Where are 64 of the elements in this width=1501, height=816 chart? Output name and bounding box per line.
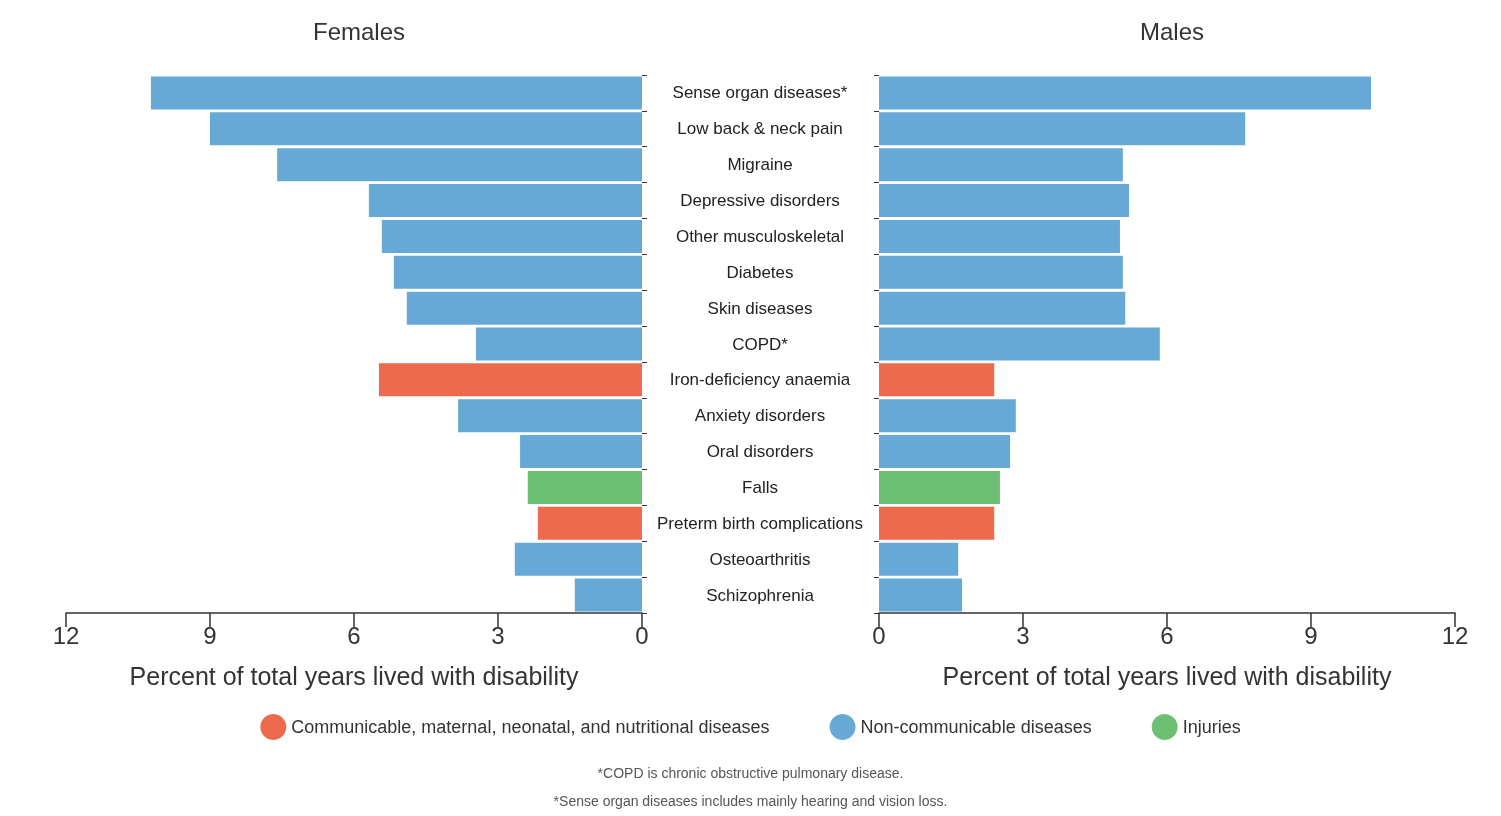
x-tick-label: 12	[52, 621, 80, 649]
bar	[277, 148, 642, 182]
bar	[879, 578, 963, 612]
x-axis-title: Percent of total years lived with disability	[129, 661, 579, 690]
x-tick-label: 9	[203, 621, 217, 649]
bar	[879, 76, 1371, 110]
bar	[458, 399, 642, 433]
bar	[879, 363, 995, 397]
x-tick-label: 9	[1304, 621, 1318, 649]
y-tick-label: Low back & neck pain	[677, 119, 843, 139]
x-tick-label: 6	[347, 621, 361, 649]
y-tick-label: Skin diseases	[707, 298, 813, 318]
bar	[879, 184, 1130, 218]
bar	[879, 435, 1011, 469]
bar	[381, 219, 642, 253]
bar	[879, 291, 1126, 325]
y-tick-label: Schizophrenia	[706, 585, 815, 605]
bar	[879, 327, 1160, 361]
text: *Sense organ diseases includes mainly hearing and vision loss.	[553, 793, 948, 809]
y-tick-label: Osteoarthritis	[709, 549, 811, 569]
y-tick-label: Diabetes	[726, 262, 794, 282]
y-tick-label: Falls	[742, 477, 778, 497]
x-tick-label: 3	[1016, 621, 1030, 649]
chart-title: Males	[1139, 17, 1205, 45]
bar	[537, 506, 642, 540]
y-tick-label: Iron-deficiency anaemia	[669, 370, 851, 390]
bar	[879, 148, 1123, 182]
x-tick-label: 12	[1441, 621, 1469, 649]
bar	[574, 578, 642, 612]
bar	[527, 470, 642, 504]
chart-title: Females	[312, 17, 406, 45]
bar	[378, 363, 642, 397]
x-tick-label: 6	[1160, 621, 1174, 649]
bar	[406, 291, 642, 325]
y-tick-label: COPD*	[732, 334, 789, 354]
bar	[879, 112, 1246, 146]
bar	[520, 435, 642, 469]
text: *COPD is chronic obstructive pulmonary disease.	[597, 765, 904, 781]
bar	[475, 327, 642, 361]
y-tick-label: Depressive disorders	[680, 191, 840, 211]
y-tick-label: Other musculoskeletal	[675, 226, 845, 246]
bar	[879, 542, 959, 576]
bar	[879, 255, 1123, 289]
y-tick-label: Oral disorders	[706, 442, 814, 462]
y-tick-label: Sense organ diseases*	[672, 83, 848, 103]
bar	[879, 470, 1000, 504]
bar	[879, 506, 995, 540]
y-tick-label: Preterm birth complications	[657, 513, 863, 533]
bar	[879, 399, 1016, 433]
x-tick-label: 0	[635, 621, 649, 649]
y-tick-label: Migraine	[727, 155, 793, 175]
bar	[514, 542, 642, 576]
bar	[879, 219, 1120, 253]
x-tick-label: 3	[491, 621, 505, 649]
legend-label: Injuries	[1182, 717, 1241, 737]
x-tick-label: 0	[872, 621, 886, 649]
bar	[210, 112, 642, 146]
bar	[368, 184, 642, 218]
legend-label: Non-communicable diseases	[860, 717, 1092, 737]
y-tick-label: Anxiety disorders	[694, 406, 826, 426]
x-axis-title: Percent of total years lived with disability	[942, 661, 1392, 690]
bar	[393, 255, 642, 289]
legend-label: Communicable, maternal, neonatal, and nutritional diseases	[291, 717, 770, 737]
bar	[150, 76, 642, 110]
